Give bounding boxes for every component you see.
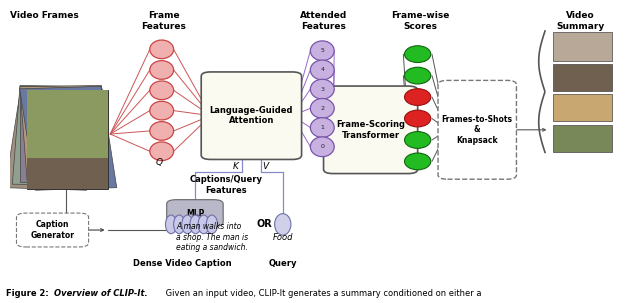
- Ellipse shape: [150, 142, 173, 161]
- FancyBboxPatch shape: [12, 85, 102, 185]
- Text: 2: 2: [320, 106, 324, 111]
- Text: Frame-wise
Scores: Frame-wise Scores: [392, 11, 450, 31]
- Text: Given an input video, CLIP-It generates a summary conditioned on either a: Given an input video, CLIP-It generates …: [163, 288, 482, 298]
- FancyBboxPatch shape: [166, 200, 223, 227]
- Text: Attended
Features: Attended Features: [300, 11, 347, 31]
- Ellipse shape: [190, 215, 201, 234]
- Text: 0: 0: [321, 144, 324, 149]
- Ellipse shape: [310, 41, 334, 61]
- Text: Caption
Generator: Caption Generator: [31, 220, 74, 240]
- FancyBboxPatch shape: [552, 125, 612, 152]
- Text: A man walks into
a shop. The man is
eating a sandwich.: A man walks into a shop. The man is eati…: [176, 222, 248, 252]
- Ellipse shape: [310, 137, 334, 157]
- FancyBboxPatch shape: [17, 213, 88, 247]
- Text: Figure 2:: Figure 2:: [6, 288, 52, 298]
- Text: Q: Q: [156, 158, 163, 167]
- Text: Overview of CLIP-It.: Overview of CLIP-It.: [54, 288, 148, 298]
- Ellipse shape: [404, 153, 431, 170]
- Text: OR: OR: [256, 219, 272, 229]
- Ellipse shape: [310, 79, 334, 99]
- Text: Frame
Features: Frame Features: [141, 11, 186, 31]
- Ellipse shape: [198, 215, 209, 234]
- Ellipse shape: [150, 40, 173, 59]
- Ellipse shape: [310, 118, 334, 138]
- Ellipse shape: [166, 215, 177, 234]
- Ellipse shape: [404, 110, 431, 127]
- FancyBboxPatch shape: [28, 90, 108, 158]
- Text: Video
Summary: Video Summary: [557, 11, 605, 31]
- Ellipse shape: [404, 67, 431, 84]
- Text: K: K: [233, 162, 239, 171]
- Ellipse shape: [150, 122, 173, 140]
- Text: Language-Guided
Attention: Language-Guided Attention: [210, 106, 293, 125]
- FancyBboxPatch shape: [28, 158, 108, 189]
- Ellipse shape: [404, 46, 431, 62]
- Text: Frame-Scoring
Transformer: Frame-Scoring Transformer: [336, 120, 405, 139]
- FancyBboxPatch shape: [20, 85, 109, 185]
- Text: Food: Food: [273, 233, 293, 242]
- Ellipse shape: [150, 61, 173, 79]
- Text: Video Frames: Video Frames: [10, 11, 79, 20]
- Text: Dense Video Caption: Dense Video Caption: [133, 259, 232, 268]
- FancyBboxPatch shape: [28, 90, 108, 189]
- Ellipse shape: [182, 215, 193, 234]
- FancyBboxPatch shape: [5, 86, 102, 190]
- FancyBboxPatch shape: [20, 86, 102, 182]
- Ellipse shape: [206, 215, 218, 234]
- FancyBboxPatch shape: [20, 86, 116, 190]
- Ellipse shape: [275, 214, 291, 235]
- Text: Query: Query: [269, 259, 297, 268]
- Text: Captions/Query
Features: Captions/Query Features: [190, 175, 263, 195]
- Ellipse shape: [310, 98, 334, 118]
- Text: Frames-to-Shots
&
Knapsack: Frames-to-Shots & Knapsack: [442, 115, 513, 145]
- Text: V: V: [263, 162, 269, 171]
- Text: 4: 4: [320, 68, 324, 72]
- Text: MLP: MLP: [186, 208, 204, 218]
- Ellipse shape: [150, 81, 173, 100]
- FancyBboxPatch shape: [324, 86, 418, 174]
- Ellipse shape: [173, 215, 185, 234]
- FancyBboxPatch shape: [552, 94, 612, 121]
- FancyBboxPatch shape: [552, 64, 612, 91]
- Text: 5: 5: [321, 48, 324, 53]
- Ellipse shape: [150, 101, 173, 120]
- Ellipse shape: [404, 89, 431, 105]
- FancyBboxPatch shape: [438, 80, 516, 179]
- Text: 1: 1: [321, 125, 324, 130]
- Text: 3: 3: [320, 87, 324, 92]
- FancyBboxPatch shape: [552, 32, 612, 61]
- Ellipse shape: [404, 132, 431, 148]
- FancyBboxPatch shape: [201, 72, 301, 159]
- Ellipse shape: [310, 60, 334, 80]
